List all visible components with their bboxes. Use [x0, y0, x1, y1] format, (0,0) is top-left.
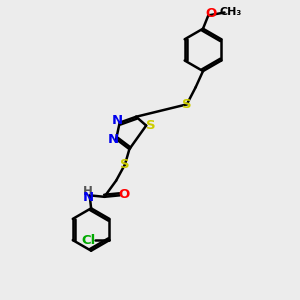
Text: N: N [108, 133, 119, 146]
Text: N: N [112, 114, 123, 127]
Text: H: H [83, 185, 93, 198]
Text: Cl: Cl [82, 234, 96, 247]
Text: O: O [205, 8, 216, 20]
Text: S: S [146, 119, 155, 132]
Text: CH₃: CH₃ [220, 8, 242, 17]
Text: O: O [118, 188, 130, 201]
Text: N: N [82, 190, 94, 204]
Text: S: S [182, 98, 192, 111]
Text: S: S [120, 158, 130, 171]
